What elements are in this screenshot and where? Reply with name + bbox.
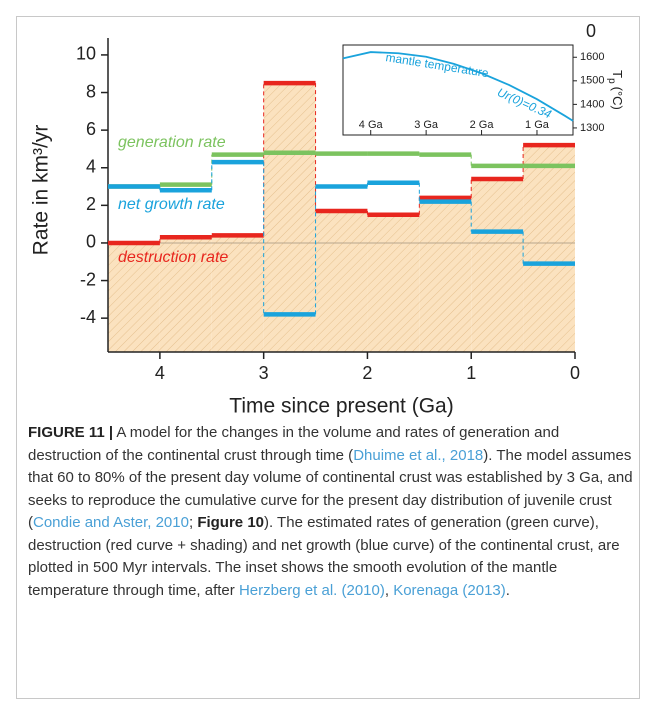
caption-text: . (505, 581, 510, 599)
caption-text: ; (188, 514, 194, 531)
x-axis-label: Time since present (Ga) (229, 395, 453, 418)
y-tick-label: -4 (80, 307, 96, 327)
series-label: net growth rate (118, 196, 225, 213)
y-tick-label: 10 (76, 44, 96, 64)
citation-link[interactable]: Herzberg et al. (2010) (238, 581, 385, 599)
inset-x-tick-label: 2 Ga (470, 119, 495, 131)
destruction-shading (419, 197, 472, 352)
destruction-shading (523, 145, 575, 352)
figure-frame (16, 16, 640, 699)
caption-text: A model for the changes in the volume an… (28, 424, 560, 464)
destruction-shading (159, 237, 212, 352)
y-tick-label: 0 (86, 232, 96, 252)
y-axis-label: Rate in km³/yr (30, 125, 53, 256)
citation-link[interactable]: Condie and Aster, 2010 (33, 514, 189, 531)
inset-x-tick-label: 4 Ga (359, 119, 384, 131)
caption: FIGURE 11 | A model for the changes in t… (28, 422, 634, 602)
citation-link[interactable]: Korenaga (2013) (393, 581, 506, 599)
figure-ref[interactable]: Figure 10 (197, 514, 264, 531)
y-tick-label: 8 (86, 81, 96, 101)
x-tick-label: 4 (155, 363, 165, 383)
y-tick-label: 4 (86, 156, 96, 176)
destruction-shading (315, 210, 368, 352)
y-tick-label: 2 (86, 194, 96, 214)
caption-text: ). The estimated rates of generation (gr… (28, 514, 620, 599)
inset-y-tick-label: 1600 (580, 51, 604, 63)
x-tick-label: 3 (259, 363, 269, 383)
caption-text: , (384, 581, 394, 599)
caption-text: ). The model assumes that 60 to 80% of t… (28, 446, 633, 532)
x-tick-label: 0 (570, 363, 580, 383)
corner-label: 0 (586, 21, 596, 41)
inset-x-tick-label: 1 Ga (525, 119, 550, 131)
inset-y-label-sub: p (606, 78, 617, 84)
caption-label: FIGURE 11 | (28, 424, 114, 441)
series-label: destruction rate (118, 249, 228, 266)
x-tick-label: 2 (362, 363, 372, 383)
destruction-shading (471, 179, 524, 352)
inset-box (342, 44, 574, 136)
inset-y-tick-label: 1300 (580, 122, 604, 134)
temperature-curve (342, 51, 574, 122)
destruction-shading (211, 235, 264, 352)
inset-y-label-main: T (610, 70, 625, 78)
destruction-shading (367, 214, 420, 352)
y-tick-label: 6 (86, 119, 96, 139)
inset-y-label-unit: (°C) (610, 87, 625, 110)
x-tick-label: 1 (466, 363, 476, 383)
inset-y-tick-label: 1500 (580, 75, 604, 87)
inset-y-tick-label: 1400 (580, 98, 604, 110)
destruction-shading (263, 83, 316, 353)
inset-y-label: Tp (°C) (606, 70, 624, 110)
destruction-shading (108, 242, 160, 352)
y-tick-label: -2 (80, 269, 96, 289)
series-label: generation rate (118, 134, 226, 151)
citation-link[interactable]: Dhuime et al., 2018 (353, 446, 484, 464)
inset-x-tick-label: 3 Ga (414, 119, 439, 131)
